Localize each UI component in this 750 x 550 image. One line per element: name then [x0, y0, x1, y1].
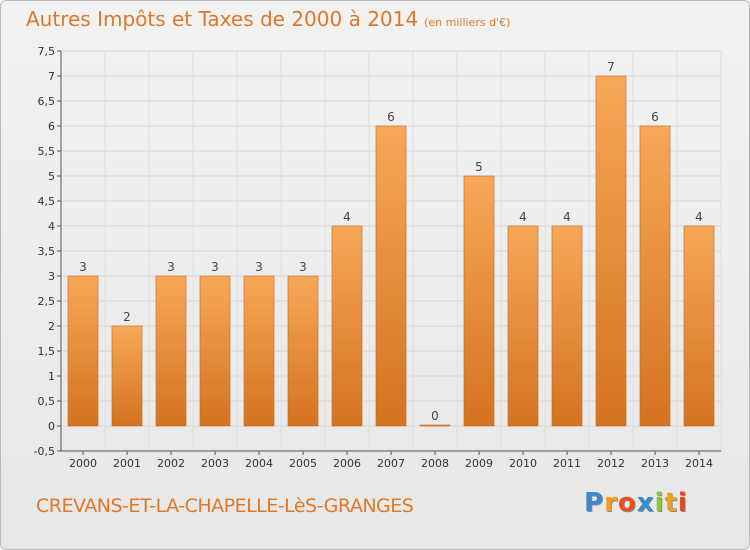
- bar-2001[interactable]: [111, 325, 143, 427]
- bar-2000[interactable]: [67, 275, 99, 427]
- logo-letter: x: [636, 488, 655, 518]
- y-tick-label: 1,5: [38, 345, 56, 358]
- y-tick-label: 3: [48, 270, 55, 283]
- x-tick-label-2007: 2007: [377, 457, 405, 470]
- axes: -0,5 0 0,5 1 1,5 2 2,5 3 3,5 4 4,5 5 5,5 6 6,5 7 7,5 2000…: [34, 45, 721, 470]
- logo-letter: i: [654, 488, 665, 518]
- data-label-2012: 7: [607, 60, 615, 74]
- chart-subtitle: (en milliers d'€): [424, 16, 511, 29]
- y-tick-label: 0: [48, 420, 55, 433]
- data-label-2004: 3: [255, 260, 263, 274]
- y-tick-label: 6: [48, 120, 55, 133]
- x-tick-label-2001: 2001: [113, 457, 141, 470]
- x-tick-label-2014: 2014: [685, 457, 713, 470]
- x-tick-label-2012: 2012: [597, 457, 625, 470]
- y-tick-label: 1: [48, 370, 55, 383]
- y-tick-label: 5,5: [38, 145, 56, 158]
- data-label-2005: 3: [299, 260, 307, 274]
- logo-letter: t: [664, 488, 678, 518]
- bar-2007[interactable]: [375, 125, 407, 427]
- bar-2009[interactable]: [463, 175, 495, 427]
- x-tick-label-2010: 2010: [509, 457, 537, 470]
- logo-letter: o: [617, 488, 637, 518]
- x-tick-label-2002: 2002: [157, 457, 185, 470]
- logo-letter: P: [584, 488, 605, 518]
- bar-2002[interactable]: [155, 275, 187, 427]
- data-label-2000: 3: [79, 260, 87, 274]
- data-label-2009: 5: [475, 160, 483, 174]
- y-tick-label: 0,5: [38, 395, 56, 408]
- data-label-2011: 4: [563, 210, 571, 224]
- x-tick-label-2005: 2005: [289, 457, 317, 470]
- y-tick-label: 4: [48, 220, 55, 233]
- bar-chart: 3 2 3 3 3 3 4 6 0 5 4 4 7 6 4 -0,5 0 0,5 1 1,5 2 2,5 3 3,5 4 4,5…: [34, 45, 722, 470]
- y-tick-label: 7,5: [38, 45, 56, 58]
- logo-letter: i: [677, 488, 688, 518]
- bar-2006[interactable]: [331, 225, 363, 427]
- x-tick-label-2006: 2006: [333, 457, 361, 470]
- x-tick-label-2003: 2003: [201, 457, 229, 470]
- y-tick-label: 2,5: [38, 295, 56, 308]
- title-text: Autres Impôts et Taxes de 2000 à 2014: [26, 7, 419, 31]
- bar-2014[interactable]: [683, 225, 715, 427]
- proxiti-logo[interactable]: Proxiti: [584, 488, 688, 518]
- data-label-2014: 4: [695, 210, 703, 224]
- x-tick-label-2013: 2013: [641, 457, 669, 470]
- bar-2005[interactable]: [287, 275, 319, 427]
- data-label-2001: 2: [123, 310, 131, 324]
- x-tick-label-2009: 2009: [465, 457, 493, 470]
- x-tick-label-2008: 2008: [421, 457, 449, 470]
- data-label-2013: 6: [651, 110, 659, 124]
- data-label-2007: 6: [387, 110, 395, 124]
- bar-2013[interactable]: [639, 125, 671, 427]
- data-label-2010: 4: [519, 210, 527, 224]
- x-tick-label-2004: 2004: [245, 457, 273, 470]
- x-tick-label-2011: 2011: [553, 457, 581, 470]
- x-tick-label-2000: 2000: [69, 457, 97, 470]
- y-tick-label: 4,5: [38, 195, 56, 208]
- y-tick-label: 6,5: [38, 95, 56, 108]
- y-tick-label: 2: [48, 320, 55, 333]
- bar-2004[interactable]: [243, 275, 275, 427]
- logo-letter: r: [604, 488, 618, 518]
- data-label-2002: 3: [167, 260, 175, 274]
- bar-2008[interactable]: [419, 424, 451, 427]
- bar-2011[interactable]: [551, 225, 583, 427]
- y-tick-label: -0,5: [34, 445, 55, 458]
- data-label-2008: 0: [431, 409, 439, 423]
- data-label-2003: 3: [211, 260, 219, 274]
- bar-2012[interactable]: [595, 75, 627, 427]
- data-label-2006: 4: [343, 210, 351, 224]
- y-tick-label: 3,5: [38, 245, 56, 258]
- chart-title: Autres Impôts et Taxes de 2000 à 2014 (en…: [26, 7, 510, 31]
- bars: 3 2 3 3 3 3 4 6 0 5 4 4 7 6 4: [67, 60, 715, 427]
- bar-2010[interactable]: [507, 225, 539, 427]
- commune-name: CREVANS-ET-LA-CHAPELLE-LèS-GRANGES: [36, 495, 414, 517]
- y-tick-label: 5: [48, 170, 55, 183]
- bar-2003[interactable]: [199, 275, 231, 427]
- y-tick-label: 7: [48, 70, 55, 83]
